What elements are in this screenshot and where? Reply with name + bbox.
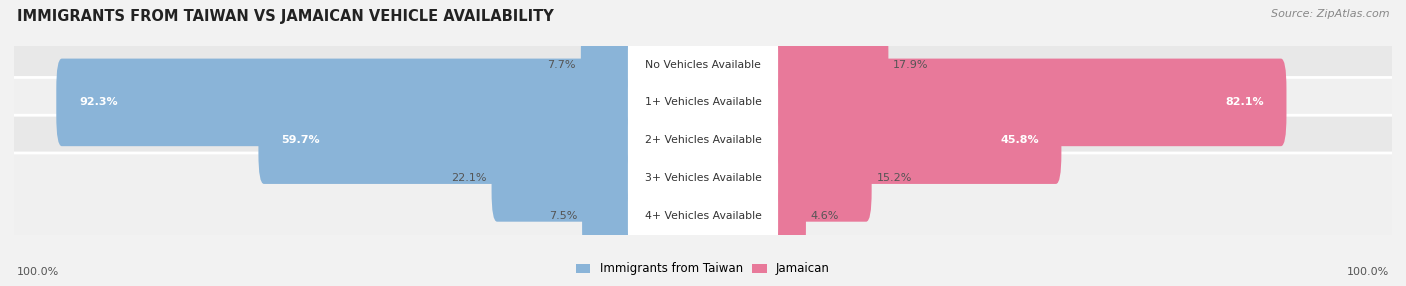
FancyBboxPatch shape (581, 21, 640, 108)
FancyBboxPatch shape (628, 17, 778, 112)
FancyBboxPatch shape (6, 2, 1400, 127)
Text: 100.0%: 100.0% (17, 267, 59, 277)
FancyBboxPatch shape (6, 115, 1400, 241)
FancyBboxPatch shape (766, 172, 806, 259)
Text: 100.0%: 100.0% (1347, 267, 1389, 277)
Text: 4+ Vehicles Available: 4+ Vehicles Available (644, 211, 762, 221)
FancyBboxPatch shape (766, 134, 872, 222)
FancyBboxPatch shape (766, 21, 889, 108)
Text: 7.7%: 7.7% (547, 60, 576, 69)
FancyBboxPatch shape (766, 59, 1286, 146)
Text: 22.1%: 22.1% (451, 173, 486, 183)
FancyBboxPatch shape (628, 93, 778, 188)
Text: 15.2%: 15.2% (876, 173, 912, 183)
Text: 7.5%: 7.5% (548, 211, 578, 221)
FancyBboxPatch shape (582, 172, 640, 259)
FancyBboxPatch shape (766, 96, 1062, 184)
FancyBboxPatch shape (492, 134, 640, 222)
Text: 4.6%: 4.6% (811, 211, 839, 221)
Text: 45.8%: 45.8% (1000, 135, 1039, 145)
Text: IMMIGRANTS FROM TAIWAN VS JAMAICAN VEHICLE AVAILABILITY: IMMIGRANTS FROM TAIWAN VS JAMAICAN VEHIC… (17, 9, 554, 23)
Text: 17.9%: 17.9% (893, 60, 929, 69)
FancyBboxPatch shape (56, 59, 640, 146)
Text: Source: ZipAtlas.com: Source: ZipAtlas.com (1271, 9, 1389, 19)
Text: 3+ Vehicles Available: 3+ Vehicles Available (644, 173, 762, 183)
Text: 92.3%: 92.3% (79, 98, 118, 107)
Text: 59.7%: 59.7% (281, 135, 319, 145)
FancyBboxPatch shape (628, 130, 778, 225)
FancyBboxPatch shape (6, 40, 1400, 165)
Text: 82.1%: 82.1% (1225, 98, 1264, 107)
FancyBboxPatch shape (628, 168, 778, 263)
FancyBboxPatch shape (6, 153, 1400, 278)
FancyBboxPatch shape (259, 96, 640, 184)
Text: 2+ Vehicles Available: 2+ Vehicles Available (644, 135, 762, 145)
FancyBboxPatch shape (628, 55, 778, 150)
Text: 1+ Vehicles Available: 1+ Vehicles Available (644, 98, 762, 107)
Text: No Vehicles Available: No Vehicles Available (645, 60, 761, 69)
FancyBboxPatch shape (6, 78, 1400, 203)
Legend: Immigrants from Taiwan, Jamaican: Immigrants from Taiwan, Jamaican (571, 258, 835, 280)
